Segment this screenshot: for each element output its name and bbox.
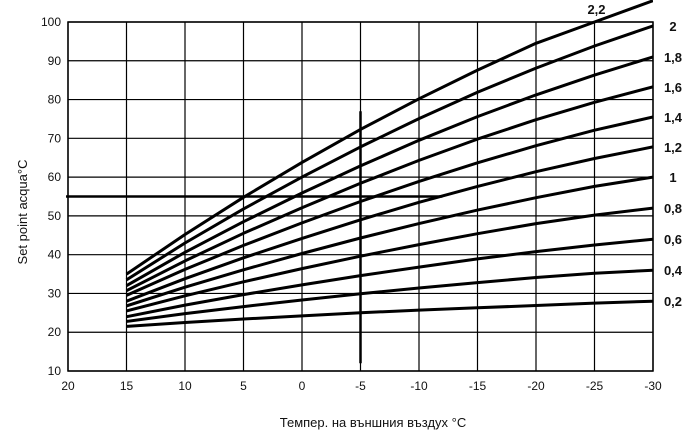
x-tick-label: -5 xyxy=(355,379,366,393)
curve-0-8 xyxy=(126,206,653,313)
y-tick-label: 20 xyxy=(48,325,62,339)
curve-1-6 xyxy=(125,85,653,293)
x-tick-label: 5 xyxy=(240,379,247,393)
curve-label: 1,6 xyxy=(664,80,682,95)
curve-1-2 xyxy=(125,145,653,303)
x-tick-label: 15 xyxy=(120,379,134,393)
curve-label: 1,2 xyxy=(664,140,682,155)
y-tick-label: 30 xyxy=(48,286,62,300)
curve-label: 1,4 xyxy=(664,110,683,125)
curve-label: 0,8 xyxy=(664,201,682,216)
curve-0-2 xyxy=(126,299,653,328)
curve-label: 2 xyxy=(669,19,676,34)
x-tick-label: -30 xyxy=(644,379,662,393)
x-tick-label: 10 xyxy=(178,379,192,393)
curve-0-6 xyxy=(126,237,653,319)
y-tick-label: 10 xyxy=(48,364,62,378)
reference-lines xyxy=(66,111,443,364)
curve-label: 1,8 xyxy=(664,50,682,65)
curve-label: 0,6 xyxy=(664,232,682,247)
x-axis-ticks: 20 15 10 5 0 -5 -10 -15 -20 -25 -30 xyxy=(61,379,662,393)
y-axis-ticks: 10 20 30 40 50 60 70 80 90 100 xyxy=(41,15,61,378)
curve-labels: 0,2 0,4 0,6 0,8 1 1,2 1,4 1,6 1,8 2 2,2 xyxy=(587,2,682,309)
y-tick-label: 100 xyxy=(41,15,61,29)
curve-2-2 xyxy=(125,0,653,276)
curve-label: 1 xyxy=(669,170,676,185)
curve-label: 2,2 xyxy=(587,2,605,17)
y-axis-title: Set point acqua°C xyxy=(15,160,30,265)
x-axis-title: Темпер. на външния въздух °C xyxy=(280,415,466,430)
y-tick-label: 40 xyxy=(48,248,62,262)
y-tick-label: 80 xyxy=(48,93,62,107)
y-tick-label: 50 xyxy=(48,209,62,223)
x-tick-label: -10 xyxy=(410,379,428,393)
y-tick-label: 70 xyxy=(48,131,62,145)
x-tick-label: -15 xyxy=(469,379,487,393)
curve-1-8 xyxy=(125,55,653,288)
curve-0-4 xyxy=(126,268,653,323)
curve-label: 0,4 xyxy=(664,263,683,278)
curve-label: 0,2 xyxy=(664,294,682,309)
curve-1-4 xyxy=(125,115,653,297)
x-tick-label: -20 xyxy=(527,379,545,393)
y-tick-label: 60 xyxy=(48,170,62,184)
curve-1 xyxy=(126,175,653,308)
y-tick-label: 90 xyxy=(48,54,62,68)
x-tick-label: 0 xyxy=(299,379,306,393)
x-tick-label: -25 xyxy=(586,379,604,393)
curves xyxy=(125,0,653,328)
curve-2 xyxy=(125,24,653,282)
x-tick-label: 20 xyxy=(61,379,75,393)
